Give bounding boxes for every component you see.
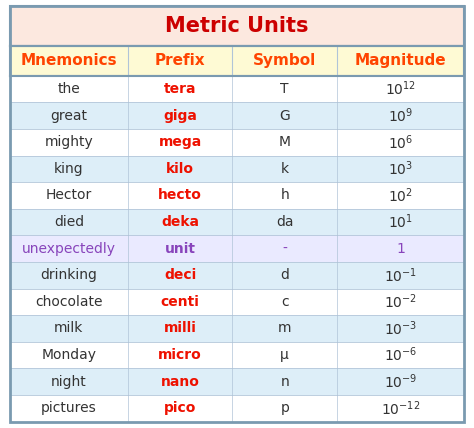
Bar [10,156,464,182]
Text: milli: milli [164,321,197,336]
Text: Symbol: Symbol [253,54,316,68]
Bar [10,6,464,46]
Text: chocolate: chocolate [35,295,103,309]
Text: $10^{2}$: $10^{2}$ [388,186,413,205]
Text: μ: μ [280,348,289,362]
Text: died: died [54,215,84,229]
Text: unexpectedly: unexpectedly [22,242,116,256]
Text: centi: centi [161,295,200,309]
Bar [10,395,464,422]
Bar [10,76,464,102]
Text: pico: pico [164,401,196,415]
Bar [10,342,464,369]
Text: pictures: pictures [41,401,97,415]
Bar [10,288,464,315]
Text: G: G [279,109,290,123]
Text: $10^{-6}$: $10^{-6}$ [384,346,417,364]
Text: milk: milk [54,321,83,336]
Text: $10^{9}$: $10^{9}$ [388,107,413,125]
Text: $10^{3}$: $10^{3}$ [388,160,413,178]
Text: $10^{1}$: $10^{1}$ [388,213,413,232]
Text: da: da [276,215,293,229]
Text: m: m [278,321,292,336]
Bar [10,102,464,129]
Text: nano: nano [161,374,200,389]
Text: p: p [280,401,289,415]
Text: Metric Units: Metric Units [165,16,309,36]
Text: Mnemonics: Mnemonics [20,54,117,68]
Text: drinking: drinking [40,268,97,282]
Text: $10^{-9}$: $10^{-9}$ [384,372,417,391]
Bar [10,235,464,262]
Text: $10^{-3}$: $10^{-3}$ [384,319,417,338]
Bar [10,315,464,342]
Bar [10,182,464,209]
Text: 1: 1 [396,242,405,256]
Text: Monday: Monday [41,348,96,362]
Bar [10,369,464,395]
Text: n: n [280,374,289,389]
Text: great: great [50,109,87,123]
Text: mighty: mighty [45,135,93,149]
Text: deka: deka [161,215,199,229]
Text: -: - [282,242,287,256]
Text: $10^{6}$: $10^{6}$ [388,133,413,152]
Text: $10^{-1}$: $10^{-1}$ [384,266,417,285]
Text: Prefix: Prefix [155,54,206,68]
Bar [10,129,464,156]
Text: T: T [281,82,289,96]
Text: $10^{-12}$: $10^{-12}$ [381,399,420,417]
Text: h: h [280,188,289,202]
Text: mega: mega [159,135,202,149]
Text: night: night [51,374,87,389]
Text: giga: giga [163,109,197,123]
Text: kilo: kilo [166,162,194,176]
Bar [10,209,464,235]
Text: the: the [57,82,80,96]
Bar [10,46,464,76]
Text: deci: deci [164,268,196,282]
Text: tera: tera [164,82,196,96]
Text: c: c [281,295,289,309]
Text: Hector: Hector [46,188,92,202]
Text: hecto: hecto [158,188,202,202]
Text: d: d [280,268,289,282]
Text: $10^{12}$: $10^{12}$ [385,80,416,98]
Text: k: k [281,162,289,176]
Text: unit: unit [165,242,196,256]
Text: Magnitude: Magnitude [355,54,447,68]
Text: $10^{-2}$: $10^{-2}$ [384,293,417,311]
Text: king: king [54,162,84,176]
Bar [10,262,464,288]
Text: micro: micro [158,348,202,362]
Text: M: M [279,135,291,149]
